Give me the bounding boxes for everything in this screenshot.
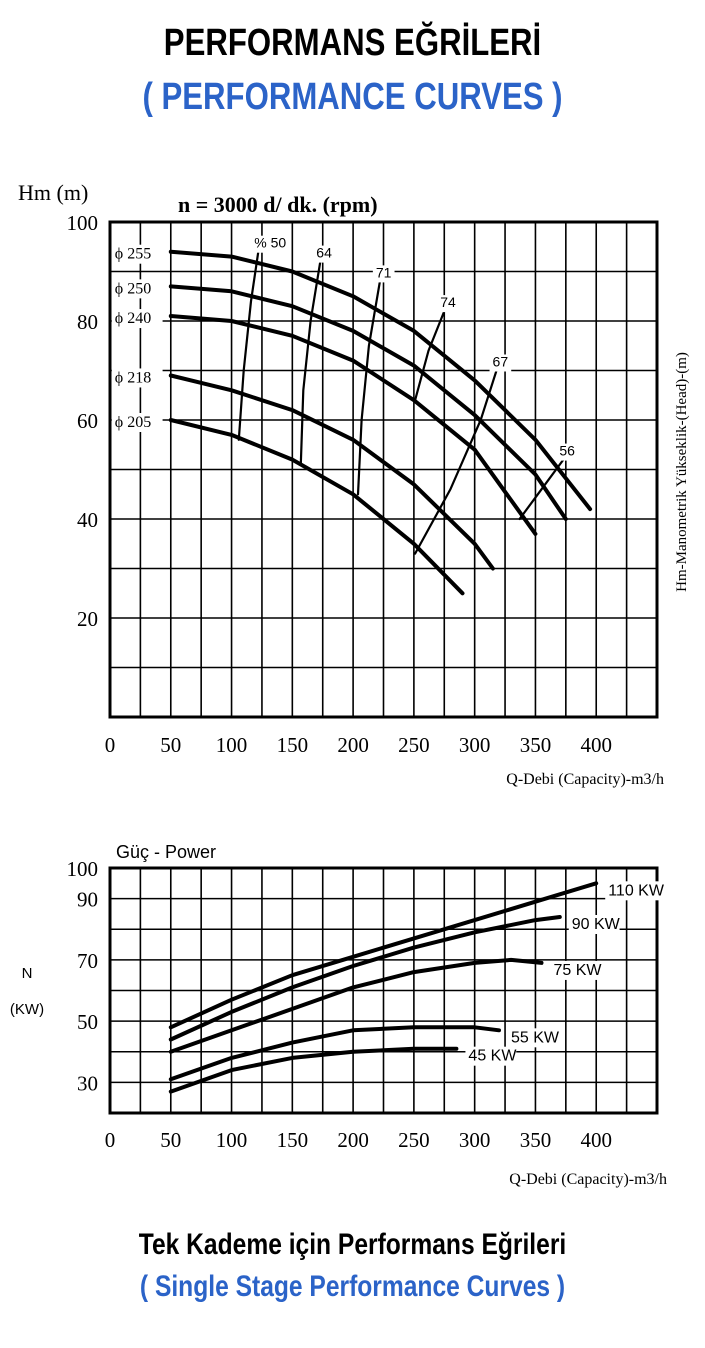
power-curves: 110 KW 90 KW 75 KW 55 KW 45 KW [168,881,665,1094]
efficiency-curve [356,280,381,496]
power-curve-label: 90 KW [572,916,621,933]
head-y-tick-label: 40 [77,508,98,532]
power-x-tick-label: 250 [398,1128,430,1152]
power-curve-label-bg [507,1028,559,1048]
power-x-label: Q-Debi (Capacity)-m3/h [509,1171,667,1188]
head-curve-label-bg [111,368,163,388]
head-curve-label-bg [111,309,163,329]
efficiency-label: 56 [559,443,575,459]
efficiency-curve [237,250,260,441]
head-y-tick-label: 80 [77,310,98,334]
head-y-tick-label: 20 [77,607,98,631]
efficiency-label: 64 [316,245,332,261]
power-curve-label: 110 KW [608,882,665,899]
head-x-tick-label: 200 [337,733,369,757]
head-y-label-top: Hm (m) [18,180,88,205]
power-x-tick-label: 400 [580,1128,612,1152]
head-curve-label-bg [111,279,163,299]
power-chart-title: Güç - Power [116,842,216,862]
efficiency-label-bg [437,295,459,313]
power-curve [168,915,562,1042]
head-y-label-right: Hm-Manometrik Yükseklik-(Head)-(m) [674,352,690,592]
power-curve-label: 75 KW [554,962,603,979]
head-x-label: Q-Debi (Capacity)-m3/h [506,771,664,788]
efficiency-curve [414,310,446,402]
head-grid [108,220,659,719]
power-curve-label: 45 KW [468,1048,517,1065]
power-curve [168,1046,459,1094]
efficiency-label: 74 [440,294,456,310]
efficiency-label-bg [372,265,395,283]
power-curve [168,881,599,1030]
power-curve-label-bg [550,960,602,980]
power-y-tick-label: 100 [67,857,99,881]
head-x-tick-label: 100 [216,733,248,757]
head-x-tick-label: 150 [277,733,309,757]
head-curve [168,314,538,536]
power-y-tick-label: 90 [77,888,98,912]
efficiency-label: % 50 [254,235,286,251]
efficiency-curve [414,369,498,555]
footer-title-tr: Tek Kademe için Performans Eğrileri [138,1228,567,1261]
power-grid [108,866,659,1115]
efficiency-label-bg [313,245,335,263]
power-curve-label-bg [568,915,620,934]
power-curve-label: 55 KW [511,1029,560,1046]
efficiency-label: 71 [376,264,392,280]
power-curve-label-bg [465,1046,517,1066]
head-curve [168,418,465,596]
power-x-tick-label: 150 [277,1128,309,1152]
main-title-en: ( PERFORMANCE CURVES ) [142,76,563,118]
head-x-tick-label: 400 [580,733,612,757]
head-curve-label: ϕ 218 [115,369,151,386]
power-x-tick-label: 350 [520,1128,552,1152]
power-y-unit: (KW) [10,1001,44,1018]
head-curve [168,373,495,571]
head-curve-label: ϕ 240 [115,310,151,327]
power-x-tick-label: 300 [459,1128,491,1152]
head-x-tick-label: 250 [398,733,430,757]
head-curve [168,284,568,521]
footer-title-en: ( Single Stage Performance Curves ) [139,1270,566,1303]
efficiency-label: 67 [493,354,509,370]
power-y-tick-label: 30 [77,1071,98,1095]
power-ticks: 0 50 100 150 200 250 300 350 400 30 50 70 90 100 [67,857,612,1152]
power-curve [168,1025,501,1082]
head-x-tick-label: 350 [520,733,552,757]
power-curve-label-bg [605,881,665,901]
head-curve-label: ϕ 205 [115,414,151,431]
efficiency-label-bg [556,443,579,461]
power-x-tick-label: 50 [160,1128,181,1152]
head-curve-label-bg [111,244,163,264]
head-curve-label: ϕ 250 [115,280,151,297]
efficiency-label-bg [489,354,512,372]
head-x-tick-label: 50 [160,733,181,757]
efficiency-curve [518,458,565,521]
efficiency-label-bg [251,235,289,253]
head-curve-label: ϕ 255 [115,246,151,263]
head-ticks: 0 50 100 150 200 250 300 350 400 20 40 60 80 100 [67,211,612,757]
power-y-label: N [22,965,33,982]
head-y-tick-label: 100 [67,211,99,235]
head-x-tick-label: 300 [459,733,491,757]
power-y-tick-label: 50 [77,1010,98,1034]
head-y-tick-label: 60 [77,409,98,433]
power-frame [108,866,659,1115]
head-chart-title: n = 3000 d/ dk. (rpm) [178,192,378,217]
power-y-tick-label: 70 [77,949,98,973]
head-curve [168,249,593,512]
power-curve [168,957,544,1054]
efficiency-curve [299,260,322,466]
power-x-tick-label: 200 [337,1128,369,1152]
head-frame [108,220,659,719]
head-curve-label-bg [111,413,163,432]
head-x-tick-label: 0 [105,733,116,757]
main-title-tr: PERFORMANS EĞRİLERİ [163,22,542,64]
power-x-tick-label: 100 [216,1128,248,1152]
head-curves: ϕ 255 ϕ 250 ϕ 240 ϕ 218 ϕ 205 % 50 64 71 74 67 56 [111,235,593,596]
power-x-tick-label: 0 [105,1128,116,1152]
